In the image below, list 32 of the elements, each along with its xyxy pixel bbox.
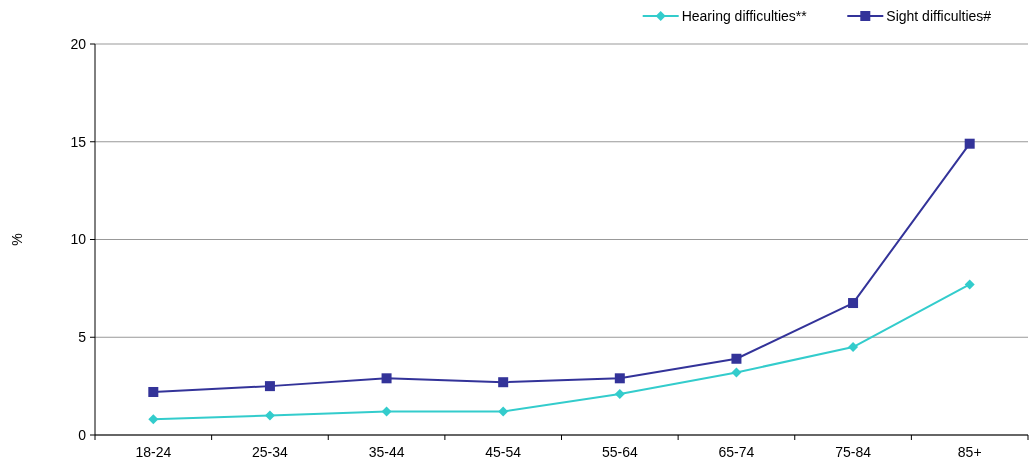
x-tick-label: 55-64 bbox=[601, 444, 638, 460]
y-axis-title: % bbox=[9, 233, 25, 246]
point bbox=[148, 386, 159, 397]
point bbox=[381, 373, 392, 384]
point bbox=[731, 353, 742, 364]
point bbox=[848, 298, 859, 309]
x-tick-label: 18-24 bbox=[135, 444, 172, 460]
point bbox=[498, 377, 509, 388]
point bbox=[614, 388, 625, 399]
y-tick-label: 20 bbox=[70, 35, 87, 52]
point bbox=[964, 279, 975, 290]
x-tick-label: 45-54 bbox=[485, 444, 522, 460]
point bbox=[498, 406, 509, 417]
point bbox=[614, 373, 625, 384]
point bbox=[381, 406, 392, 417]
y-tick-label: 0 bbox=[78, 426, 87, 443]
x-tick-label: 35-44 bbox=[368, 444, 405, 460]
x-tick-label: 65-74 bbox=[718, 444, 755, 460]
point bbox=[264, 410, 275, 421]
x-tick-label: 85+ bbox=[957, 444, 982, 460]
point bbox=[848, 342, 859, 353]
point bbox=[264, 381, 275, 392]
x-tick-label: 75-84 bbox=[835, 444, 872, 460]
y-tick-label: 10 bbox=[70, 231, 87, 248]
point bbox=[148, 414, 159, 425]
y-tick-label: 15 bbox=[70, 133, 87, 150]
legend-label: Hearing difficulties** bbox=[681, 7, 808, 24]
legend-label: Sight difficulties# bbox=[886, 7, 992, 24]
point bbox=[964, 138, 975, 149]
y-tick-label: 5 bbox=[78, 329, 87, 346]
point bbox=[731, 367, 742, 378]
x-tick-label: 25-34 bbox=[252, 444, 289, 460]
